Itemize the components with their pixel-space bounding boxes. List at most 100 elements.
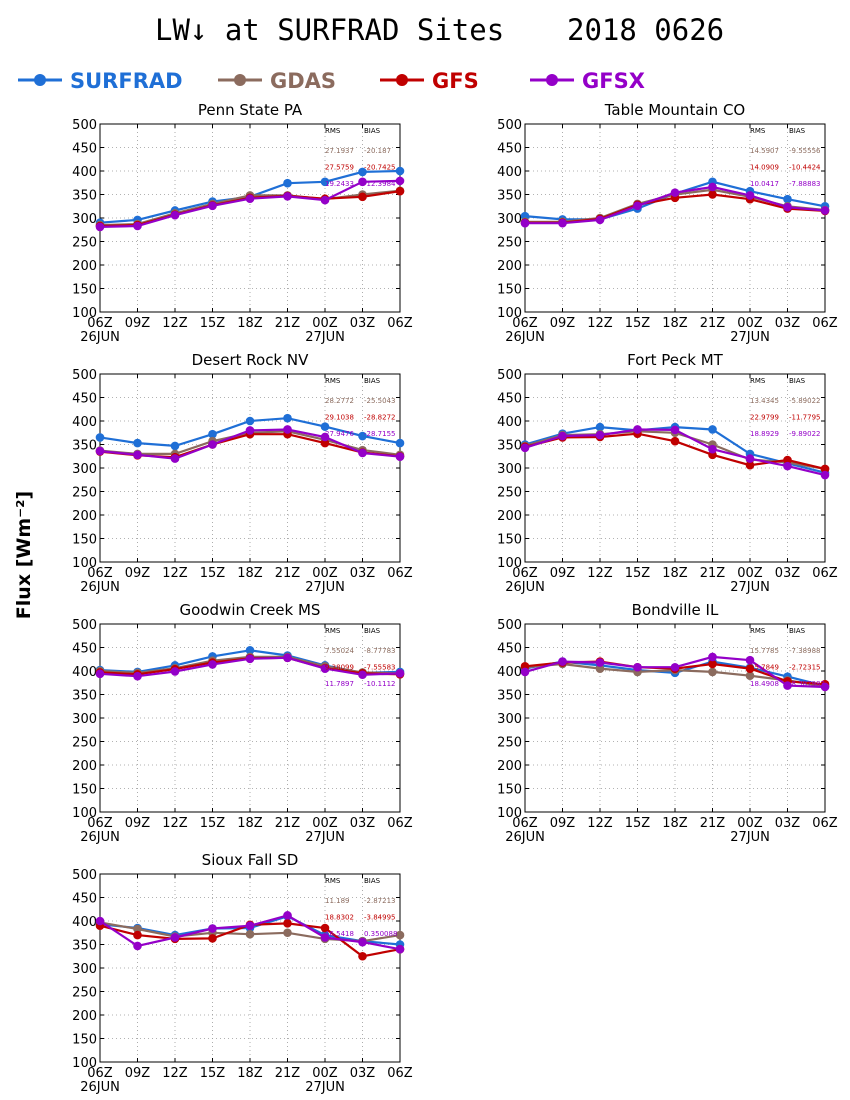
x-tick-label: 06Z	[512, 566, 538, 581]
stats-bias-value: -11.7795	[789, 414, 820, 422]
data-point	[595, 430, 605, 440]
x-tick-label: 03Z	[350, 316, 376, 331]
stats-bias-value: -12.3984	[364, 180, 396, 188]
y-tick-label: 300	[72, 212, 97, 227]
data-point	[358, 951, 367, 961]
y-tick-label: 350	[72, 189, 97, 204]
stats-header-bias: BIAS	[789, 377, 806, 385]
panel-sioux-fall-sd: Sioux Fall SD 100 150 200 250 300 350 400 450 500…	[72, 851, 413, 1095]
stats-bias-value: -20.7425	[364, 164, 395, 172]
x-tick-label: 18Z	[662, 316, 688, 331]
data-point	[595, 215, 605, 225]
stats-bias-value: -25.5043	[364, 397, 395, 405]
panel-table-mountain-co: Table Mountain CO 100 150 200 250 300 350 400 45…	[497, 101, 838, 345]
y-tick-label: 150	[497, 283, 522, 298]
y-tick-label: 200	[72, 259, 97, 274]
data-point	[745, 460, 755, 470]
data-point	[358, 937, 367, 947]
x-tick-label: 18Z	[237, 816, 263, 831]
panel-desert-rock-nv: Desert Rock NV 100 150 200 250 300 350 400 450 50…	[72, 351, 413, 595]
series-gfsx	[520, 182, 830, 228]
legend-label: GDAS	[270, 69, 336, 93]
x-date-label: 26JUN	[505, 580, 545, 595]
legend-marker	[34, 74, 46, 86]
stats-rms-value: 10.0417	[750, 180, 779, 188]
data-point	[208, 201, 217, 211]
data-point	[208, 924, 217, 933]
x-tick-label: 09Z	[125, 566, 151, 581]
y-tick-label: 500	[72, 868, 97, 883]
y-tick-label: 350	[72, 689, 97, 704]
y-tick-label: 250	[497, 486, 522, 501]
data-point	[95, 446, 105, 456]
data-point	[133, 941, 142, 951]
data-point	[595, 658, 605, 667]
stats-bias-value: -10.1112	[364, 680, 395, 688]
x-tick-label: 03Z	[775, 316, 801, 331]
stats-header-rms: RMS	[750, 627, 766, 635]
x-tick-label: 09Z	[550, 316, 576, 331]
data-point	[395, 176, 405, 186]
x-tick-label: 06Z	[812, 566, 838, 581]
x-tick-label: 06Z	[87, 316, 113, 331]
y-tick-label: 450	[497, 392, 522, 407]
chart-date: 2018 0626	[567, 13, 724, 47]
data-point	[283, 413, 292, 423]
data-point	[558, 431, 567, 441]
stats-bias-value: -7.55583	[364, 664, 395, 672]
y-tick-label: 200	[72, 1009, 97, 1024]
series-gfsx	[95, 176, 405, 232]
stats-table: RMS BIAS 27.1937 -20.187 27.5759 -20.7425 19.2…	[325, 127, 396, 188]
x-tick-label: 12Z	[162, 566, 188, 581]
data-point	[708, 444, 717, 454]
x-date-label: 26JUN	[80, 330, 120, 345]
data-point	[358, 431, 367, 441]
stats-bias-value: -10.4424	[789, 164, 821, 172]
data-point	[783, 455, 792, 465]
data-point	[708, 182, 717, 192]
data-point	[745, 454, 755, 463]
data-point	[283, 928, 292, 938]
data-point	[283, 919, 292, 928]
y-tick-label: 500	[497, 618, 522, 633]
x-tick-label: 09Z	[125, 816, 151, 831]
legend-label: SURFRAD	[70, 69, 183, 93]
data-point	[708, 190, 717, 199]
stats-rms-value: 14.5907	[750, 147, 779, 155]
data-point	[520, 443, 530, 453]
y-tick-label: 400	[72, 165, 97, 180]
y-tick-label: 400	[497, 665, 522, 680]
data-point	[245, 921, 255, 930]
y-tick-label: 150	[72, 533, 97, 548]
data-point	[595, 422, 605, 432]
stats-header-rms: RMS	[750, 127, 766, 135]
y-tick-label: 250	[72, 236, 97, 251]
series-surfrad	[95, 413, 405, 451]
data-point	[245, 416, 255, 426]
y-tick-label: 400	[72, 665, 97, 680]
x-tick-label: 15Z	[625, 316, 651, 331]
x-tick-label: 12Z	[587, 816, 613, 831]
x-tick-label: 18Z	[237, 316, 263, 331]
x-date-label: 26JUN	[80, 580, 120, 595]
x-date-label: 27JUN	[305, 1080, 345, 1095]
data-point	[395, 452, 405, 462]
y-tick-label: 200	[497, 509, 522, 524]
data-point	[633, 425, 642, 434]
x-tick-label: 18Z	[662, 566, 688, 581]
y-tick-label: 100	[72, 806, 97, 821]
stats-bias-value: -8.387983	[789, 680, 825, 688]
x-tick-label: 18Z	[237, 1066, 263, 1081]
x-tick-label: 09Z	[550, 816, 576, 831]
y-tick-label: 350	[497, 689, 522, 704]
y-tick-label: 300	[497, 712, 522, 727]
data-point	[320, 195, 330, 205]
data-point	[320, 432, 330, 442]
data-point	[395, 186, 405, 196]
data-point	[95, 916, 105, 926]
x-tick-label: 18Z	[237, 566, 263, 581]
data-point	[745, 664, 755, 673]
x-tick-label: 06Z	[387, 566, 413, 581]
x-tick-label: 21Z	[700, 316, 726, 331]
series-gfsx	[520, 652, 830, 692]
